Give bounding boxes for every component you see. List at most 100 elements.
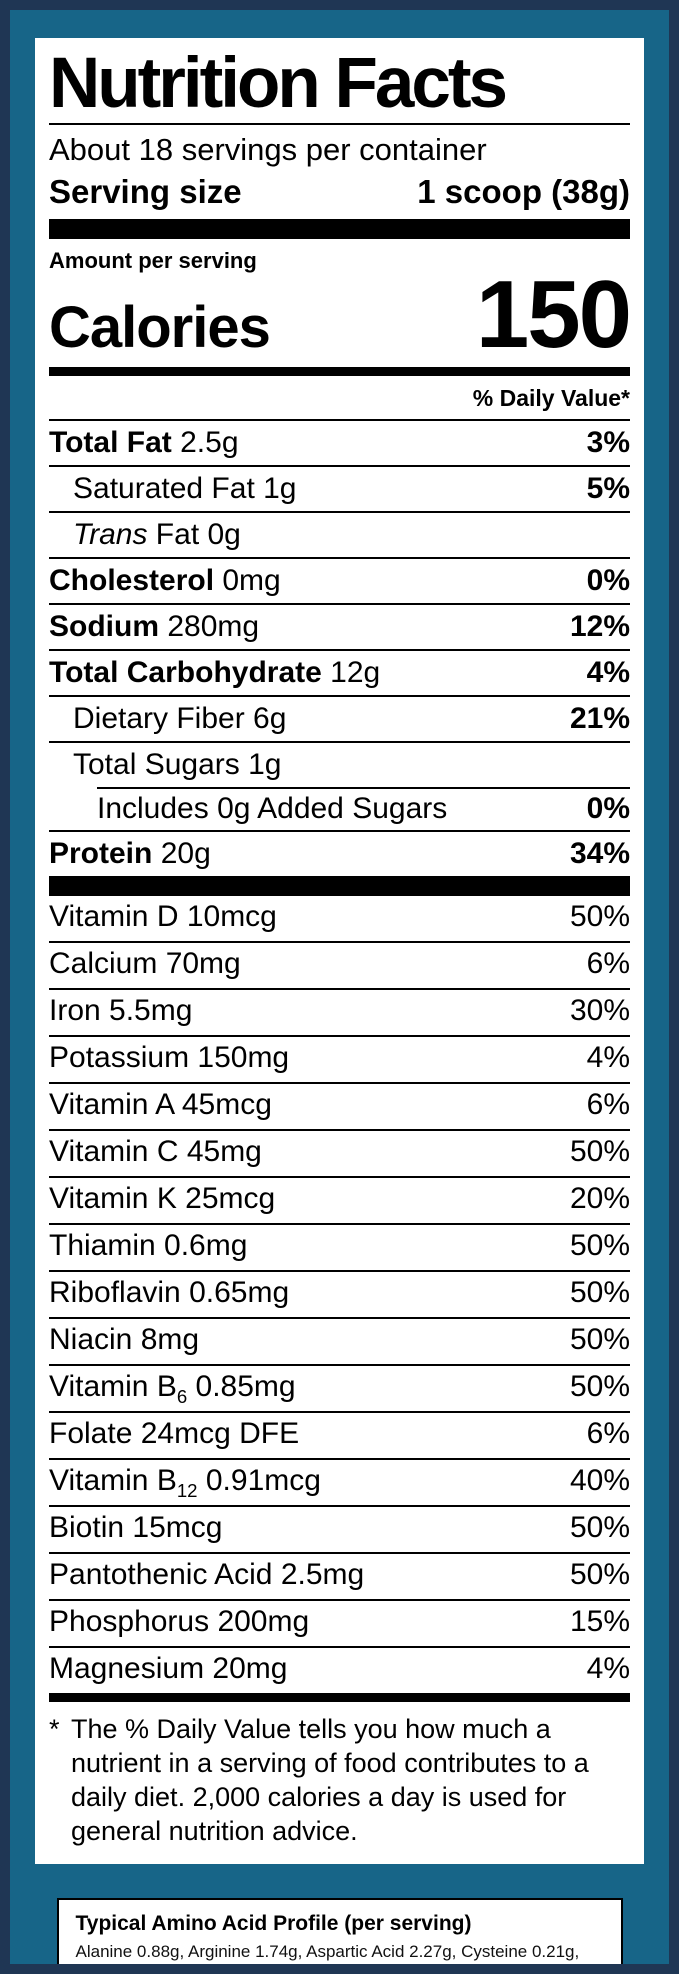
vitamin-row-vitamin-a: Vitamin A 45mcg 6% bbox=[49, 1082, 630, 1129]
nutrient-daily-value: 34% bbox=[569, 837, 630, 871]
divider-medium-calories bbox=[49, 367, 630, 377]
nutrient-name: Vitamin B12 0.91mcg bbox=[49, 1464, 321, 1502]
nutrient-row-cholesterol: Cholesterol 0mg 0% bbox=[49, 557, 630, 603]
servings-per-container: About 18 servings per container bbox=[49, 132, 487, 168]
nutrient-row-saturated-fat: Saturated Fat 1g 5% bbox=[49, 465, 630, 511]
nutrient-name: Saturated Fat 1g bbox=[73, 472, 297, 506]
nutrient-daily-value: 12% bbox=[569, 609, 630, 643]
nutrient-name: Potassium 150mg bbox=[49, 1041, 290, 1075]
nutrient-daily-value: 0% bbox=[586, 791, 630, 825]
footnote-text: The % Daily Value tells you how much a n… bbox=[71, 1714, 589, 1847]
nutrient-name: Total Carbohydrate 12g bbox=[49, 655, 381, 689]
nutrient-daily-value: 30% bbox=[569, 994, 630, 1028]
nutrient-row-total-fat: Total Fat 2.5g 3% bbox=[49, 419, 630, 465]
amino-acid-profile-text: Alanine 0.88g, Arginine 1.74g, Aspartic … bbox=[75, 1942, 580, 1962]
nutrient-row-protein: Protein 20g 34% bbox=[49, 830, 630, 876]
nutrient-name: Folate 24mcg DFE bbox=[49, 1417, 300, 1451]
nutrient-name: Vitamin B6 0.85mg bbox=[49, 1370, 296, 1408]
calories-value: 150 bbox=[475, 261, 632, 369]
vitamin-row-magnesium: Magnesium 20mg 4% bbox=[49, 1646, 630, 1693]
nutrient-daily-value: 40% bbox=[569, 1464, 630, 1498]
nutrient-daily-value: 4% bbox=[586, 1652, 630, 1686]
nutrient-daily-value: 6% bbox=[586, 1417, 630, 1451]
nutrient-daily-value: 50% bbox=[569, 1276, 630, 1310]
vitamin-row-vitamin-d: Vitamin D 10mcg 50% bbox=[49, 896, 630, 941]
serving-size-value: 1 scoop (38g) bbox=[417, 173, 630, 211]
vitamin-row-biotin: Biotin 15mcg 50% bbox=[49, 1505, 630, 1552]
nutrient-daily-value: 4% bbox=[586, 655, 630, 689]
vitamin-row-iron: Iron 5.5mg 30% bbox=[49, 988, 630, 1035]
nutrient-name: Vitamin K 25mcg bbox=[49, 1182, 276, 1216]
macronutrient-rows: Total Fat 2.5g 3% Saturated Fat 1g 5% Tr… bbox=[49, 419, 630, 876]
nutrient-row-total-carbohydrate: Total Carbohydrate 12g 4% bbox=[49, 648, 630, 695]
nutrient-name: Pantothenic Acid 2.5mg bbox=[49, 1558, 365, 1592]
nutrient-name: Biotin 15mcg bbox=[49, 1511, 223, 1545]
nutrient-daily-value: 6% bbox=[586, 1088, 630, 1122]
nutrient-name: Vitamin A 45mcg bbox=[49, 1088, 272, 1122]
nutrient-name: Magnesium 20mg bbox=[49, 1652, 288, 1686]
calories-row: Calories 150 bbox=[49, 261, 632, 369]
nutrient-daily-value: 21% bbox=[569, 701, 630, 735]
nutrient-row-added-sugars: Includes 0g Added Sugars 0% bbox=[49, 786, 630, 831]
nutrient-daily-value: 50% bbox=[569, 900, 630, 934]
vitamin-row-potassium: Potassium 150mg 4% bbox=[49, 1035, 630, 1082]
nutrient-name: Niacin 8mg bbox=[49, 1323, 200, 1357]
divider-thick-top bbox=[49, 219, 630, 240]
nutrient-name: Thiamin 0.6mg bbox=[49, 1229, 248, 1263]
nutrient-daily-value: 3% bbox=[586, 426, 630, 460]
nutrient-daily-value: 50% bbox=[569, 1229, 630, 1263]
vitamin-row-vitamin-c: Vitamin C 45mg 50% bbox=[49, 1129, 630, 1176]
vitamin-row-vitamin-b6: Vitamin B6 0.85mg 50% bbox=[49, 1364, 630, 1411]
nutrient-name: Riboflavin 0.65mg bbox=[49, 1276, 290, 1310]
serving-size-row: Serving size 1 scoop (38g) bbox=[49, 170, 630, 219]
nutrient-daily-value: 50% bbox=[569, 1370, 630, 1404]
nutrient-daily-value: 15% bbox=[569, 1605, 630, 1639]
nutrition-facts-panel: Nutrition Facts About 18 servings per co… bbox=[35, 38, 644, 1865]
vitamin-row-calcium: Calcium 70mg 6% bbox=[49, 941, 630, 988]
nutrient-daily-value: 0% bbox=[586, 564, 630, 598]
nutrient-daily-value: 50% bbox=[569, 1511, 630, 1545]
calories-label: Calories bbox=[49, 295, 271, 361]
nutrient-name: Includes 0g Added Sugars bbox=[97, 791, 448, 825]
vitamin-row-phosphorus: Phosphorus 200mg 15% bbox=[49, 1599, 630, 1646]
nutrient-row-total-sugars: Total Sugars 1g bbox=[49, 740, 630, 787]
nutrient-name: Vitamin D 10mcg bbox=[49, 900, 277, 934]
nutrient-daily-value: 50% bbox=[569, 1558, 630, 1592]
vitamin-row-riboflavin: Riboflavin 0.65mg 50% bbox=[49, 1270, 630, 1317]
vitamin-row-vitamin-b12: Vitamin B12 0.91mcg 40% bbox=[49, 1458, 630, 1505]
nutrient-row-dietary-fiber: Dietary Fiber 6g 21% bbox=[49, 694, 630, 741]
vitamin-row-thiamin: Thiamin 0.6mg 50% bbox=[49, 1223, 630, 1270]
nutrient-row-trans-fat: Trans Fat 0g bbox=[49, 511, 630, 557]
vitamin-row-folate: Folate 24mcg DFE 6% bbox=[49, 1411, 630, 1458]
micronutrient-rows: Vitamin D 10mcg 50% Calcium 70mg 6% Iron… bbox=[49, 896, 630, 1693]
nutrient-daily-value: 5% bbox=[586, 472, 630, 506]
vitamin-row-vitamin-k: Vitamin K 25mcg 20% bbox=[49, 1176, 630, 1223]
vitamin-row-niacin: Niacin 8mg 50% bbox=[49, 1317, 630, 1364]
nutrient-name: Total Sugars 1g bbox=[73, 747, 282, 781]
nutrient-name: Trans Fat 0g bbox=[73, 518, 241, 552]
nutrient-daily-value: 50% bbox=[569, 1323, 630, 1357]
divider-medium-bottom bbox=[49, 1693, 630, 1703]
nutrient-daily-value: 6% bbox=[586, 947, 630, 981]
daily-value-footnote: * The % Daily Value tells you how much a… bbox=[49, 1702, 630, 1852]
amino-acid-profile-title: Typical Amino Acid Profile (per serving) bbox=[75, 1912, 472, 1936]
nutrient-row-sodium: Sodium 280mg 12% bbox=[49, 602, 630, 649]
nutrient-daily-value: 20% bbox=[569, 1182, 630, 1216]
amino-acid-profile-box: Typical Amino Acid Profile (per serving)… bbox=[56, 1898, 623, 1964]
daily-value-header: % Daily Value* bbox=[472, 385, 630, 412]
nutrient-daily-value: 4% bbox=[586, 1041, 630, 1075]
nutrient-name: Sodium 280mg bbox=[49, 609, 260, 643]
amount-per-serving-label: Amount per serving bbox=[49, 248, 257, 274]
footnote-asterisk: * bbox=[49, 1714, 60, 1745]
nutrient-name: Cholesterol 0mg bbox=[49, 564, 281, 598]
nutrient-name: Protein 20g bbox=[49, 837, 211, 871]
nutrient-name: Calcium 70mg bbox=[49, 947, 241, 981]
label-background: Nutrition Facts About 18 servings per co… bbox=[10, 10, 669, 1964]
serving-size-label: Serving size bbox=[49, 173, 242, 211]
nutrient-name: Dietary Fiber 6g bbox=[73, 701, 287, 735]
nutrition-facts-title: Nutrition Facts bbox=[49, 47, 630, 126]
nutrient-name: Phosphorus 200mg bbox=[49, 1605, 310, 1639]
divider-thick-protein bbox=[49, 876, 630, 897]
nutrient-name: Total Fat 2.5g bbox=[49, 426, 239, 460]
